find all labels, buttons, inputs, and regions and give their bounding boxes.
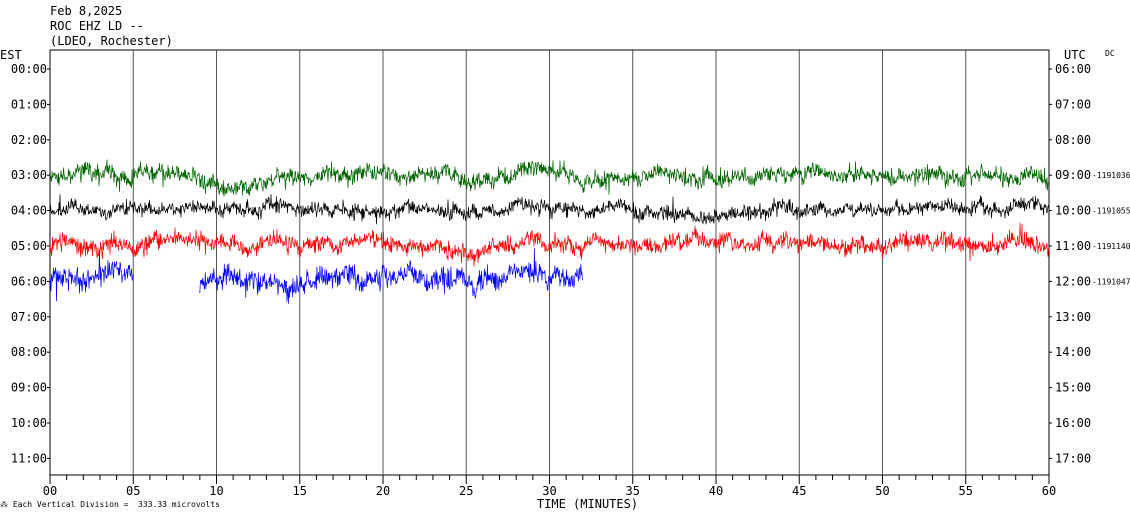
x-tick-label: 30 bbox=[542, 484, 556, 498]
footer-scale-note: ⁂ Each Vertical Division = 333.33 microv… bbox=[0, 500, 220, 509]
utc-row-label: 14:00 bbox=[1055, 345, 1091, 359]
seismic-trace bbox=[199, 248, 583, 304]
header-date: Feb 8,2025 bbox=[50, 4, 123, 18]
x-axis-label: TIME (MINUTES) bbox=[537, 497, 638, 511]
seismic-trace bbox=[49, 222, 1050, 267]
utc-row-label: 16:00 bbox=[1055, 416, 1091, 430]
est-row-label: 10:00 bbox=[11, 416, 47, 430]
x-tick-label: 00 bbox=[43, 484, 57, 498]
utc-row-label: 06:00 bbox=[1055, 62, 1091, 76]
x-tick-label: 40 bbox=[709, 484, 723, 498]
est-row-label: 03:00 bbox=[11, 168, 47, 182]
footer-mark: ⁂ bbox=[0, 500, 13, 509]
utc-row-label: 07:00 bbox=[1055, 97, 1091, 111]
dc-label: DC bbox=[1105, 49, 1115, 58]
left-timezone-label: EST bbox=[0, 48, 22, 62]
utc-row-label: 15:00 bbox=[1055, 381, 1091, 395]
header-network: (LDEO, Rochester) bbox=[50, 34, 173, 48]
est-row-label: 11:00 bbox=[11, 451, 47, 465]
est-row-label: 01:00 bbox=[11, 97, 47, 111]
right-timezone-label: UTC bbox=[1064, 48, 1086, 62]
utc-row-label: 11:00 bbox=[1055, 239, 1091, 253]
est-row-label: 02:00 bbox=[11, 133, 47, 147]
est-row-label: 08:00 bbox=[11, 345, 47, 359]
x-tick-label: 50 bbox=[875, 484, 889, 498]
est-row-label: 09:00 bbox=[11, 381, 47, 395]
seismic-trace bbox=[49, 194, 1050, 225]
utc-row-label: 12:00 bbox=[1055, 274, 1091, 288]
x-tick-label: 55 bbox=[959, 484, 973, 498]
est-row-label: 07:00 bbox=[11, 310, 47, 324]
x-tick-label: 10 bbox=[209, 484, 223, 498]
trace-count-label: -1191047 bbox=[1092, 277, 1130, 286]
utc-row-label: 08:00 bbox=[1055, 133, 1091, 147]
utc-row-label: 17:00 bbox=[1055, 451, 1091, 465]
trace-count-label: -1191036 bbox=[1092, 171, 1130, 180]
seismic-trace bbox=[49, 159, 1049, 197]
utc-row-label: 09:00 bbox=[1055, 168, 1091, 182]
x-tick-label: 05 bbox=[126, 484, 140, 498]
footer-scale-text: Each Vertical Division = 333.33 microvol… bbox=[12, 500, 220, 509]
seismic-trace bbox=[49, 248, 134, 302]
x-tick-label: 60 bbox=[1042, 484, 1056, 498]
x-tick-label: 35 bbox=[626, 484, 640, 498]
x-tick-label: 45 bbox=[792, 484, 806, 498]
est-row-label: 06:00 bbox=[11, 274, 47, 288]
x-tick-label: 25 bbox=[459, 484, 473, 498]
trace-count-label: -1191055 bbox=[1092, 207, 1130, 216]
utc-row-label: 10:00 bbox=[1055, 204, 1091, 218]
utc-row-label: 13:00 bbox=[1055, 310, 1091, 324]
est-row-label: 05:00 bbox=[11, 239, 47, 253]
est-row-label: 00:00 bbox=[11, 62, 47, 76]
x-tick-label: 15 bbox=[293, 484, 307, 498]
trace-count-label: -1191140 bbox=[1092, 242, 1130, 251]
header-station: ROC EHZ LD -- bbox=[50, 19, 144, 33]
est-row-label: 04:00 bbox=[11, 204, 47, 218]
x-tick-label: 20 bbox=[376, 484, 390, 498]
